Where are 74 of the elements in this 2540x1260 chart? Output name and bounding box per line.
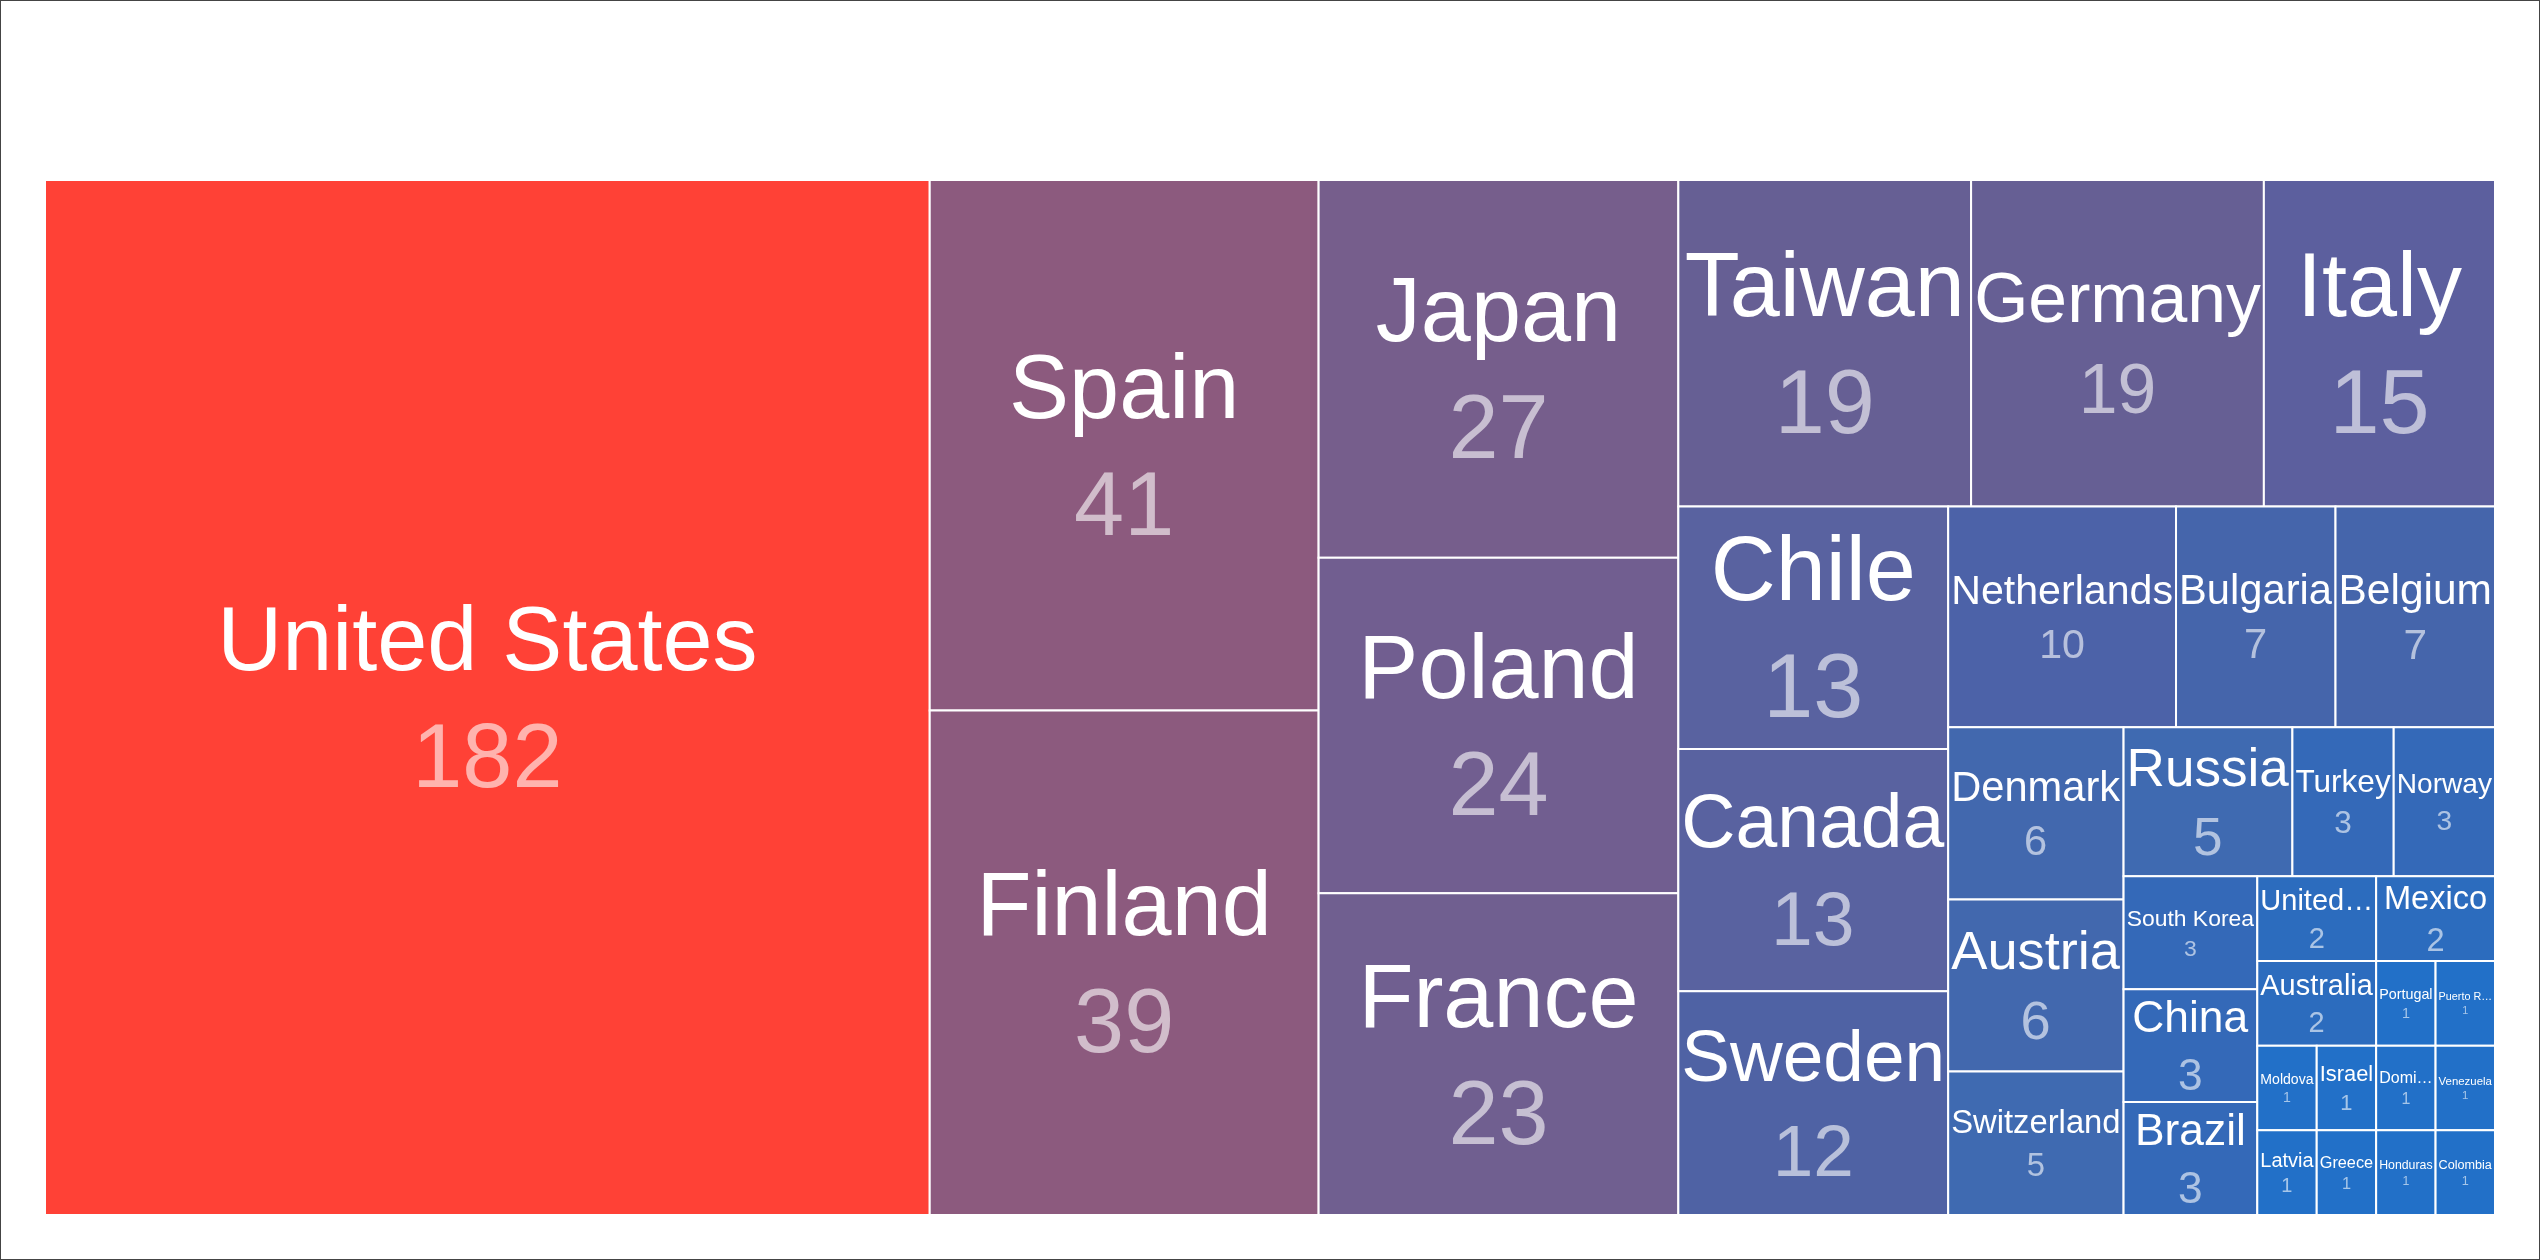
category-label: South Korea — [2126, 904, 2255, 931]
data-label: 3 — [2436, 804, 2453, 836]
data-label: 1 — [2462, 1089, 2469, 1102]
data-label: 1 — [2402, 1173, 2410, 1188]
data-label: 1 — [2462, 1004, 2469, 1017]
category-label: Colombia — [2438, 1157, 2493, 1172]
data-label: 1 — [2461, 1174, 2469, 1189]
data-label: 3 — [2178, 1162, 2203, 1212]
category-label: Canada — [1681, 779, 1945, 864]
category-label: Japan — [1375, 260, 1622, 361]
data-label: 3 — [2334, 804, 2352, 841]
category-label: Puerto R… — [2438, 990, 2492, 1003]
category-label: United… — [2260, 883, 2374, 916]
data-label: 15 — [2329, 351, 2430, 452]
data-label: 3 — [2177, 1049, 2203, 1099]
category-label: Moldova — [2260, 1070, 2314, 1087]
data-label: 12 — [1772, 1109, 1854, 1191]
category-label: United States — [217, 589, 758, 689]
data-label: 2 — [2308, 1006, 2325, 1039]
category-label: Domi… — [2379, 1068, 2433, 1087]
category-label: Finland — [976, 854, 1272, 955]
data-label: 10 — [2039, 620, 2085, 667]
category-label: Venezuela — [2438, 1074, 2493, 1087]
category-label: Greece — [2319, 1152, 2374, 1171]
category-label: France — [1358, 945, 1639, 1046]
category-label: Netherlands — [1951, 567, 2173, 614]
category-label: Germany — [1974, 258, 2261, 337]
category-label: Sweden — [1681, 1014, 1946, 1096]
data-label: 1 — [2281, 1174, 2293, 1197]
data-label: 5 — [2026, 1145, 2045, 1183]
category-label: Israel — [2319, 1061, 2374, 1087]
data-label: 13 — [1763, 636, 1864, 737]
category-label: Russia — [2126, 737, 2290, 797]
category-label: China — [2132, 992, 2249, 1042]
category-label: Belgium — [2338, 565, 2492, 613]
category-label: Australia — [2260, 968, 2374, 1001]
category-label: Norway — [2396, 768, 2492, 800]
data-label: 2 — [2308, 921, 2325, 954]
data-label: 13 — [1771, 876, 1855, 961]
data-label: 7 — [2243, 620, 2268, 668]
data-label: 3 — [2183, 934, 2197, 961]
data-label: 182 — [412, 706, 563, 806]
category-label: Taiwan — [1684, 234, 1965, 335]
category-label: Poland — [1358, 616, 1639, 717]
data-label: 1 — [2401, 1004, 2410, 1021]
category-label: Italy — [2296, 234, 2462, 335]
data-label: 39 — [1074, 971, 1175, 1072]
data-label: 1 — [2341, 1173, 2351, 1192]
category-label: Switzerland — [1951, 1103, 2121, 1141]
data-label: 23 — [1448, 1062, 1549, 1163]
data-label: 27 — [1448, 377, 1549, 478]
category-label: Bulgaria — [2179, 566, 2333, 614]
category-label: Portugal — [2379, 985, 2433, 1002]
data-label: 19 — [1774, 351, 1875, 452]
data-label: 2 — [2426, 921, 2445, 959]
data-label: 7 — [2403, 621, 2428, 669]
data-label: 1 — [2401, 1088, 2411, 1107]
data-label: 24 — [1448, 733, 1549, 834]
data-label: 1 — [2340, 1089, 2353, 1115]
category-label: Mexico — [2383, 878, 2488, 916]
data-label: 5 — [2192, 806, 2223, 866]
data-label: 19 — [2078, 349, 2157, 428]
category-label: Turkey — [2295, 763, 2391, 800]
category-label: Brazil — [2135, 1105, 2246, 1155]
category-label: Latvia — [2260, 1148, 2315, 1171]
data-label: 1 — [2283, 1089, 2292, 1106]
category-label: Austria — [1951, 919, 2121, 980]
category-label: Denmark — [1951, 762, 2121, 810]
data-label: 6 — [2024, 816, 2048, 864]
category-label: Honduras — [2379, 1157, 2433, 1172]
data-label: 41 — [1074, 453, 1175, 554]
category-label: Spain — [1009, 336, 1240, 437]
category-label: Chile — [1710, 519, 1916, 620]
data-label: 6 — [2020, 990, 2051, 1051]
